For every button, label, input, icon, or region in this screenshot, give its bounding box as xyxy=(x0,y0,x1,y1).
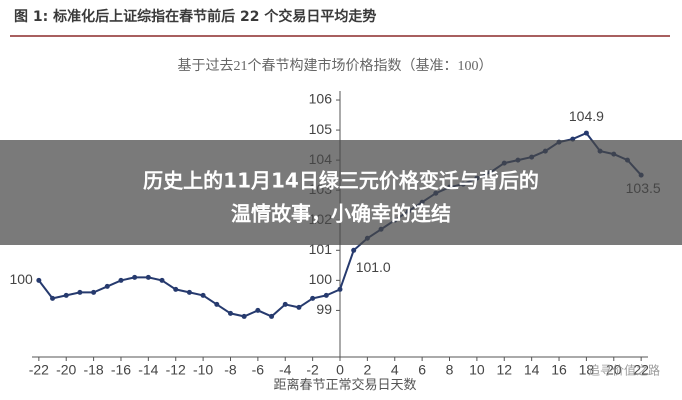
chart-title: 图 1: 标准化后上证综指在春节前后 22 个交易日平均走势 xyxy=(14,8,376,25)
data-point xyxy=(36,277,42,283)
x-tick-label: -18 xyxy=(83,362,103,378)
annotation: 100 xyxy=(9,271,33,287)
data-point xyxy=(227,310,233,316)
y-tick-label: 100 xyxy=(309,271,333,287)
x-tick-label: 8 xyxy=(446,362,454,378)
x-tick-label: 4 xyxy=(391,362,399,378)
x-tick-label: -4 xyxy=(279,362,292,378)
banner-line: 历史上的11月14日绿三元价格变迁与背后的 xyxy=(143,169,539,193)
annotation: 104.9 xyxy=(569,108,604,124)
banner-line: 温情故事，小确幸的连结 xyxy=(231,202,451,226)
data-point xyxy=(104,283,110,289)
x-tick-label: 2 xyxy=(363,362,371,378)
data-point xyxy=(145,274,151,280)
x-tick-label: 18 xyxy=(579,362,595,378)
data-point xyxy=(241,313,247,319)
data-point xyxy=(323,292,329,298)
x-tick-label: 20 xyxy=(606,362,622,378)
annotation: 101.0 xyxy=(356,259,391,275)
x-tick-label: -16 xyxy=(111,362,131,378)
x-tick-label: 16 xyxy=(551,362,567,378)
x-tick-label: -2 xyxy=(306,362,319,378)
data-point xyxy=(269,313,275,319)
y-tick-label: 106 xyxy=(309,91,333,107)
chart-subtitle: 基于过去21个春节构建市场价格指数（基准：100） xyxy=(178,57,493,74)
x-tick-label: -6 xyxy=(252,362,265,378)
x-tick-label: -14 xyxy=(138,362,158,378)
y-tick-label: 101 xyxy=(309,241,333,257)
data-point xyxy=(173,286,179,292)
data-point xyxy=(200,292,206,298)
data-point xyxy=(351,247,357,253)
data-point xyxy=(118,277,124,283)
data-point xyxy=(583,130,589,136)
x-tick-label: 0 xyxy=(336,362,344,378)
banner-background xyxy=(0,140,682,245)
data-point xyxy=(337,286,343,292)
y-tick-label: 99 xyxy=(316,301,332,317)
data-point xyxy=(91,289,97,295)
x-tick-label: 22 xyxy=(633,362,649,378)
x-tick-label: -10 xyxy=(193,362,213,378)
x-tick-label: 12 xyxy=(496,362,512,378)
data-point xyxy=(255,307,261,313)
data-point xyxy=(77,289,83,295)
data-point xyxy=(132,274,138,280)
data-point xyxy=(50,295,56,301)
x-tick-label: 10 xyxy=(469,362,485,378)
data-point xyxy=(186,289,192,295)
x-tick-label: 6 xyxy=(418,362,426,378)
data-point xyxy=(159,277,165,283)
x-tick-label: -12 xyxy=(166,362,186,378)
data-point xyxy=(214,301,220,307)
data-point xyxy=(282,301,288,307)
x-tick-label: -20 xyxy=(56,362,76,378)
x-axis-label: 距离春节正常交易日天数 xyxy=(273,377,416,392)
x-tick-label: -22 xyxy=(29,362,49,378)
x-tick-label: -8 xyxy=(224,362,237,378)
data-point xyxy=(63,292,69,298)
watermark: 追寻价值之路 xyxy=(588,363,660,378)
data-point xyxy=(296,304,302,310)
y-tick-label: 105 xyxy=(309,121,333,137)
data-point xyxy=(310,295,316,301)
x-tick-label: 14 xyxy=(524,362,540,378)
